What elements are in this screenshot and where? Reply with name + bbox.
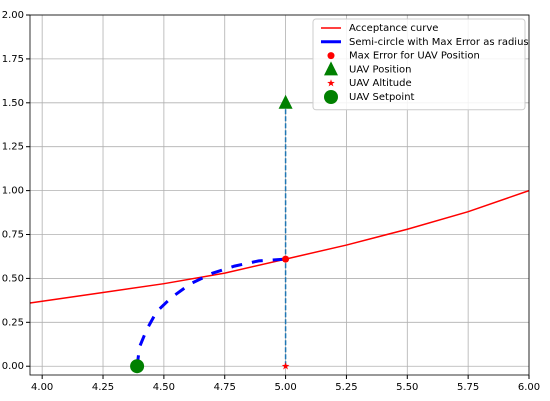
marker [327,79,335,87]
legend-label: UAV Setpoint [349,92,415,103]
y-tick-label: 1.25 [2,142,24,153]
x-tick-label: 5.00 [274,382,296,393]
y-tick-label: 0.00 [2,361,24,372]
legend-label: UAV Altitude [349,78,412,89]
x-tick-label: 4.00 [31,382,53,393]
y-tick-label: 0.25 [2,317,24,328]
legend: Acceptance curve Semi-circle with Max Err… [312,18,529,111]
marker [281,362,290,370]
y-tick-label: 1.00 [2,186,24,197]
y-tick-label: 0.75 [2,230,24,241]
marker [130,359,145,374]
x-tick-label: 6.00 [518,382,540,393]
series-line [29,189,530,304]
marker [324,90,338,104]
y-tick-label: 1.50 [2,98,24,109]
legend-box [312,18,526,111]
y-tick-label: 2.00 [2,10,24,21]
plot-frame [29,14,530,376]
x-tick-label: 4.75 [214,382,236,393]
x-tick-label: 5.25 [335,382,357,393]
x-tick-label: 4.50 [153,382,175,393]
y-tick-label: 0.50 [2,273,24,284]
marker [282,255,290,263]
marker [327,52,335,60]
legend-label: Max Error for UAV Position [349,51,480,62]
legend-label: Semi-circle with Max Error as radius [349,37,529,48]
series-line [135,257,286,367]
x-tick-label: 4.25 [92,382,114,393]
x-tick-label: 5.50 [396,382,418,393]
legend-label: UAV Position [349,64,411,75]
marker [324,61,338,76]
x-tick-label: 5.75 [457,382,479,393]
legend-label: Acceptance curve [349,23,438,34]
marker [278,94,293,109]
y-tick-label: 1.75 [2,54,24,65]
